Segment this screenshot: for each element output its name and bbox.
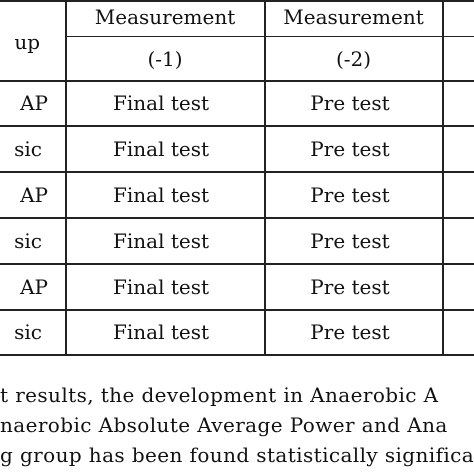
row-5-m2: Pre test: [310, 275, 390, 299]
body-paragraph-line-3: g group has been found statistically sig…: [0, 443, 474, 467]
row-3-m1: Final test: [112, 183, 209, 207]
table-rule-bottom: [0, 354, 474, 356]
row-4-m1: Final test: [112, 229, 209, 253]
results-table: up Measurement Measurement (-1) (-2) AP …: [0, 0, 474, 356]
table-rule-header-sub: [66, 36, 474, 37]
table-rule-row3: [0, 217, 474, 219]
row-1-group: AP: [20, 91, 48, 115]
row-5-group: AP: [20, 275, 48, 299]
body-paragraph-line-1: t results, the development in Anaerobic …: [0, 383, 439, 407]
body-paragraph-line-2: naerobic Absolute Average Power and Ana: [0, 413, 448, 437]
table-col-divider-2: [264, 0, 266, 355]
header-sub-2: (-2): [335, 47, 372, 71]
row-1-m2: Pre test: [310, 91, 390, 115]
row-6-group: sic: [14, 320, 42, 344]
row-3-m2: Pre test: [310, 183, 390, 207]
header-group: up: [14, 30, 40, 54]
row-4-m2: Pre test: [310, 229, 390, 253]
table-col-divider-3: [442, 0, 444, 355]
row-2-group: sic: [14, 137, 42, 161]
table-rule-top: [0, 0, 474, 2]
table-rule-row2: [0, 171, 474, 173]
row-4-group: sic: [14, 229, 42, 253]
table-rule-row5: [0, 309, 474, 311]
header-sub-1: (-1): [147, 47, 183, 71]
row-5-m1: Final test: [112, 275, 209, 299]
row-3-group: AP: [20, 183, 48, 207]
header-measurement-1: Measurement: [94, 5, 236, 29]
row-6-m2: Pre test: [310, 320, 390, 344]
row-1-m1: Final test: [112, 91, 209, 115]
row-2-m1: Final test: [112, 137, 209, 161]
table-rule-header: [0, 80, 474, 82]
table-rule-row1: [0, 125, 474, 127]
table-rule-row4: [0, 263, 474, 265]
row-6-m1: Final test: [112, 320, 209, 344]
table-col-divider-1: [65, 0, 67, 355]
row-2-m2: Pre test: [310, 137, 390, 161]
header-measurement-2: Measurement: [283, 5, 424, 29]
